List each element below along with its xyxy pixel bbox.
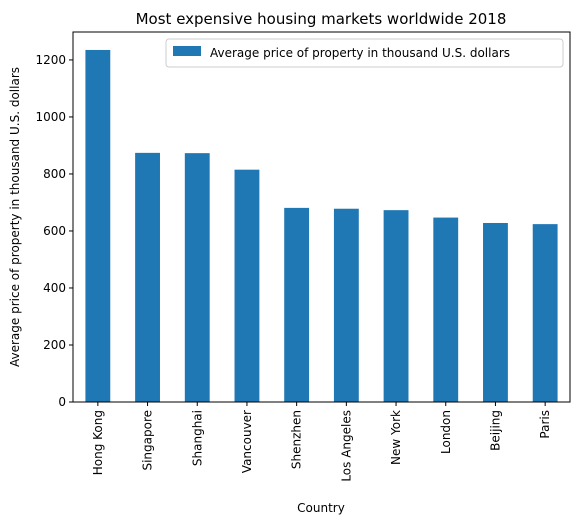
y-tick-label: 600: [43, 224, 66, 238]
x-tick-label: Shenzhen: [290, 410, 304, 469]
y-tick-label: 200: [43, 338, 66, 352]
bar-singapore: [135, 152, 160, 402]
x-tick-label: Beijing: [488, 410, 502, 451]
bar-hong-kong: [85, 49, 111, 403]
x-axis-label: Country: [297, 501, 345, 515]
x-tick-label: Vancouver: [240, 410, 254, 473]
bar-beijing: [483, 222, 508, 402]
x-tick-label: London: [439, 410, 453, 454]
bars-layer: [85, 49, 558, 403]
x-tick-label: Paris: [538, 410, 552, 439]
x-tick-label: Shanghai: [190, 410, 204, 466]
chart-title: Most expensive housing markets worldwide…: [136, 10, 507, 28]
y-tick-label: 0: [58, 395, 66, 409]
x-tick-label: New York: [389, 410, 403, 465]
legend-swatch: [173, 46, 201, 56]
legend-entry-label: Average price of property in thousand U.…: [210, 46, 510, 60]
bar-new-york: [383, 210, 409, 402]
bar-los-angeles: [333, 208, 359, 402]
plot-frame: [72, 31, 571, 403]
y-tick-label: 400: [43, 281, 66, 295]
y-axis-label: Average price of property in thousand U.…: [8, 67, 22, 367]
x-tick-label: Singapore: [141, 410, 155, 471]
y-tick-label: 1200: [35, 53, 66, 67]
bar-paris: [532, 224, 558, 402]
y-tick-label: 1000: [35, 110, 66, 124]
legend-box: [165, 38, 564, 68]
y-tick-label: 800: [43, 167, 66, 181]
x-axis: Hong Kong Singapore Shanghai Vancouver Shenz…: [91, 402, 552, 482]
x-tick-label: Hong Kong: [91, 410, 105, 475]
bar-vancouver: [234, 169, 260, 402]
x-tick-label: Los Angeles: [339, 410, 353, 482]
bar-london: [433, 217, 459, 402]
legend: Average price of property in thousand U.…: [165, 38, 564, 68]
y-axis: 0 200 400 600 800 1000 1200: [35, 53, 73, 409]
bar-shenzhen: [284, 207, 310, 402]
bar-shanghai: [184, 153, 210, 402]
